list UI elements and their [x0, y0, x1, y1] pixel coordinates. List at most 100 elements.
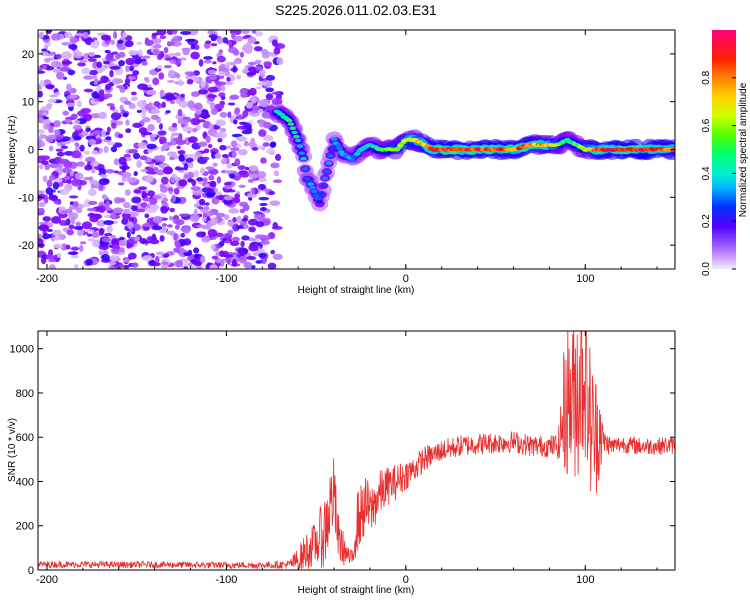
noise-blob [141, 111, 147, 119]
noise-blob [218, 70, 226, 77]
noise-blob [70, 87, 77, 94]
noise-blob [205, 166, 215, 171]
noise-blob [257, 183, 267, 190]
noise-blob [100, 75, 109, 84]
noise-blob [237, 165, 246, 170]
noise-blob [111, 122, 117, 129]
noise-blob [238, 201, 249, 207]
noise-blob [181, 225, 191, 234]
noise-blob [205, 135, 211, 144]
noise-blob [46, 179, 53, 188]
noise-blob [270, 162, 280, 169]
noise-blob [155, 251, 165, 256]
noise-blob [159, 235, 165, 242]
noise-blob [199, 112, 211, 119]
noise-blob [263, 121, 272, 129]
noise-blob [144, 175, 154, 183]
noise-blob [122, 32, 128, 38]
noise-blob [130, 96, 139, 101]
noise-blob [167, 142, 174, 146]
noise-blob [49, 163, 60, 169]
noise-blob [68, 224, 75, 230]
colorbar-ticks: 0.0 0.2 0.4 0.6 0.8 [701, 70, 736, 276]
noise-blob [209, 264, 219, 269]
noise-blob [88, 188, 97, 197]
noise-blob [70, 150, 82, 159]
noise-blob [193, 102, 203, 110]
noise-blob [99, 228, 105, 236]
noise-blob [197, 206, 203, 210]
noise-blob [100, 173, 108, 178]
noise-blob [208, 34, 218, 39]
noise-blob [43, 196, 49, 204]
noise-blob [50, 60, 62, 68]
noise-blob [182, 238, 192, 246]
noise-blob [233, 119, 238, 125]
noise-blob [165, 110, 171, 114]
x-tick-label: 0 [403, 273, 409, 285]
noise-blob [50, 33, 61, 41]
noise-blob [205, 202, 210, 206]
noise-blob [123, 210, 135, 215]
ridge-segment [293, 134, 300, 139]
noise-blob [238, 184, 246, 189]
noise-blob [248, 66, 257, 73]
noise-blob [168, 69, 175, 77]
noise-blob [159, 89, 165, 98]
spectrogram-marks [38, 30, 675, 269]
noise-blob [119, 240, 126, 246]
noise-blob [211, 255, 219, 260]
noise-blob [61, 51, 72, 60]
noise-blob [258, 177, 267, 182]
noise-blob [76, 228, 84, 237]
noise-blob [110, 112, 122, 121]
noise-blob [54, 91, 61, 96]
colorbar-gradient [712, 30, 736, 269]
noise-blob [210, 43, 218, 47]
noise-blob [176, 145, 181, 150]
ridge-segment [336, 146, 343, 151]
noise-blob [77, 161, 85, 167]
noise-blob [38, 201, 46, 208]
x-tick-label: 0 [403, 574, 409, 586]
ridge-segment [303, 176, 311, 181]
noise-blob [117, 182, 125, 186]
noise-blob [55, 148, 64, 152]
noise-blob [231, 236, 240, 242]
noise-blob [73, 225, 84, 231]
y-tick-label: 800 [16, 388, 34, 400]
noise-blob [207, 144, 213, 149]
noise-blob [161, 101, 166, 109]
noise-blob [128, 103, 136, 110]
colorbar-label: Normalized spectral amplitude [738, 82, 749, 217]
noise-blob [127, 252, 137, 260]
noise-blob [227, 102, 236, 106]
noise-blob [82, 176, 94, 181]
noise-blob [56, 72, 65, 80]
noise-blob [174, 240, 181, 246]
noise-blob [103, 93, 113, 99]
noise-blob [113, 197, 122, 204]
noise-blob [269, 200, 281, 207]
noise-blob [74, 264, 79, 269]
ridge-segment [323, 169, 331, 173]
noise-blob [255, 260, 263, 264]
noise-blob [193, 170, 200, 178]
noise-blob [203, 206, 210, 211]
noise-blob [234, 57, 243, 64]
noise-blob [271, 39, 278, 47]
noise-blob [160, 176, 169, 185]
noise-blob [162, 197, 168, 203]
noise-blob [240, 92, 248, 98]
noise-blob [241, 30, 250, 35]
noise-blob [74, 142, 80, 147]
noise-blob [231, 258, 237, 267]
noise-blob [87, 212, 96, 218]
noise-blob [265, 93, 274, 101]
noise-blob [226, 258, 231, 265]
x-tick-label: -200 [36, 273, 58, 285]
noise-blob [166, 41, 175, 47]
noise-blob [125, 65, 130, 73]
noise-blob [96, 61, 103, 69]
noise-blob [123, 264, 130, 269]
